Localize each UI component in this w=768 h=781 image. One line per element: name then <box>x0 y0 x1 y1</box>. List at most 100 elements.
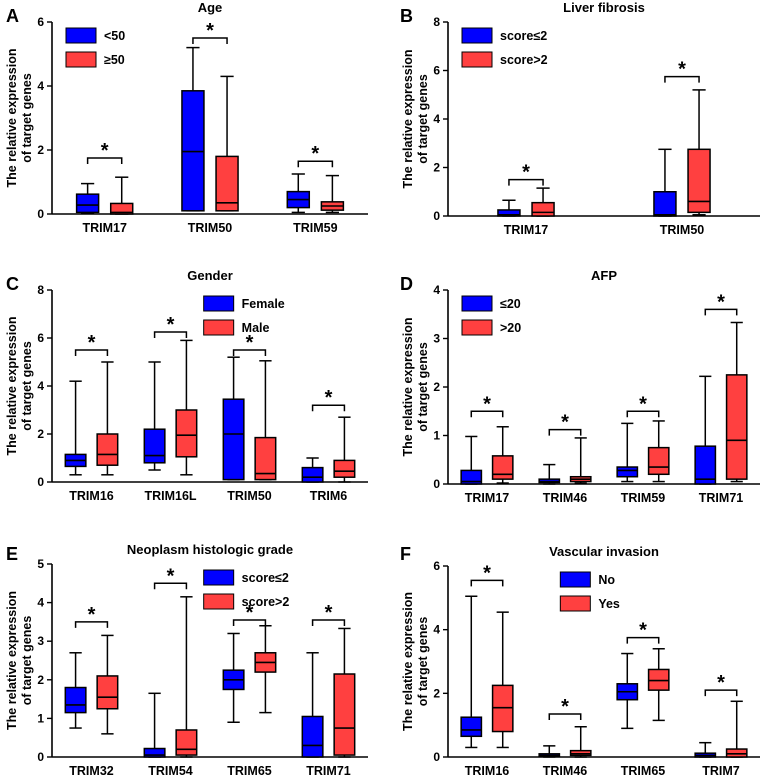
x-tick-label: TRIM46 <box>543 491 588 505</box>
box-trim59-group-1 <box>286 173 311 214</box>
legend-label-1: score≤2 <box>242 571 289 585</box>
significance-bracket <box>548 428 582 436</box>
panel-c: C Gender The relative expressionof target … <box>5 268 368 503</box>
iqr-box <box>222 398 245 481</box>
x-tick-label: TRIM50 <box>188 221 233 235</box>
y-tick-label: 8 <box>37 283 44 297</box>
iqr-box <box>497 209 521 217</box>
y-tick-label: 4 <box>37 596 44 610</box>
box-trim65-group-2 <box>254 625 277 714</box>
significance-bracket <box>704 689 738 697</box>
x-tick-label: TRIM6 <box>310 489 348 503</box>
significance-star: * <box>561 412 569 434</box>
box-trim16-group-1 <box>460 595 483 749</box>
significance-bracket <box>470 410 504 418</box>
box-trim32-group-1 <box>64 652 87 729</box>
significance-star: * <box>678 59 686 81</box>
y-tick-label: 6 <box>37 331 44 345</box>
iqr-box <box>109 202 134 215</box>
legend-swatch-1 <box>203 295 235 312</box>
box-trim16l-group-1 <box>143 361 166 471</box>
box-trim17-group-2 <box>491 426 514 484</box>
significance-bracket <box>74 621 109 628</box>
x-tick-label: TRIM7 <box>702 764 740 778</box>
iqr-box <box>301 466 324 483</box>
box-trim7-group-1 <box>694 741 717 758</box>
significance-star: * <box>717 291 725 313</box>
chart-title: AFP <box>591 268 617 283</box>
y-tick-label: 3 <box>433 332 440 346</box>
box-trim71-group-2 <box>725 321 748 483</box>
iqr-box <box>460 469 483 485</box>
y-axis-label: The relative expressionof target genes <box>401 318 430 457</box>
x-tick-label: TRIM32 <box>69 764 114 778</box>
x-tick-label: TRIM59 <box>293 221 338 235</box>
legend-swatch-2 <box>65 51 97 68</box>
box-trim17-group-1 <box>75 182 100 214</box>
chart-title: Neoplasm histologic grade <box>127 542 293 557</box>
y-axis-label-line-1: The relative expression <box>5 591 19 730</box>
box-trim16-group-2 <box>96 361 119 476</box>
significance-star: * <box>561 696 569 718</box>
panel-b: B Liver fibrosis The relative expressionof… <box>400 0 760 237</box>
x-tick-label: TRIM16 <box>69 489 114 503</box>
significance-star: * <box>483 393 491 415</box>
chart-title: Age <box>198 0 223 15</box>
legend-label-1: Female <box>242 297 285 311</box>
legend-swatch-2 <box>203 593 235 610</box>
y-axis-label-line-1: The relative expression <box>401 50 415 189</box>
box-trim59-group-1 <box>616 422 639 483</box>
iqr-box <box>96 675 119 710</box>
legend-label-2: score>2 <box>500 53 548 67</box>
significance-star: * <box>167 565 175 587</box>
box-trim17-group-2 <box>531 187 555 217</box>
panel-letter: A <box>6 6 19 26</box>
y-tick-label: 2 <box>37 673 44 687</box>
y-axis-label: The relative expressionof target genes <box>401 592 430 731</box>
panel-letter: F <box>400 544 411 564</box>
legend-label-2: Male <box>242 321 270 335</box>
iqr-box <box>215 155 239 212</box>
y-axis-label-line-2: of target genes <box>20 73 34 163</box>
significance-bracket <box>74 349 109 356</box>
significance-star: * <box>88 332 96 354</box>
significance-star: * <box>246 332 254 354</box>
y-axis-label-line-1: The relative expression <box>5 49 19 188</box>
legend-swatch-1 <box>65 27 97 44</box>
significance-bracket <box>86 157 123 164</box>
x-tick-label: TRIM50 <box>227 489 272 503</box>
box-trim46-group-1 <box>538 463 561 485</box>
iqr-box <box>143 428 166 464</box>
panel-a: A Age The relative expressionof target gen… <box>5 0 368 235</box>
box-trim65-group-1 <box>616 652 639 730</box>
x-tick-label: TRIM71 <box>306 764 351 778</box>
y-tick-label: 2 <box>433 686 440 700</box>
box-trim46-group-2 <box>569 437 592 484</box>
significance-star: * <box>325 602 333 624</box>
panel-f: F Vascular invasion The relative expressio… <box>400 544 760 778</box>
y-axis-label-line-2: of target genes <box>20 341 34 431</box>
significance-star: * <box>311 143 319 165</box>
y-tick-label: 0 <box>433 477 440 491</box>
box-trim71-group-2 <box>333 627 356 758</box>
y-tick-label: 4 <box>433 623 440 637</box>
significance-bracket <box>311 619 346 626</box>
x-tick-label: TRIM50 <box>660 223 705 237</box>
box-trim71-group-1 <box>694 375 717 485</box>
iqr-box <box>333 459 356 478</box>
box-trim50-group-1 <box>222 356 245 481</box>
significance-bracket <box>508 178 544 186</box>
box-trim50-group-1 <box>653 148 677 217</box>
box-trim32-group-2 <box>96 634 119 735</box>
significance-bracket <box>626 636 660 644</box>
y-tick-label: 0 <box>433 750 440 764</box>
x-tick-label: TRIM17 <box>504 223 549 237</box>
legend-label-2: ≥50 <box>104 53 125 67</box>
box-trim17-group-2 <box>109 176 134 215</box>
y-axis-label-line-2: of target genes <box>20 616 34 706</box>
iqr-box <box>333 673 356 756</box>
iqr-box <box>653 191 677 217</box>
panel-d: D AFP The relative expressionof target gen… <box>400 268 760 505</box>
box-trim71-group-1 <box>301 652 324 758</box>
significance-star: * <box>101 140 109 162</box>
